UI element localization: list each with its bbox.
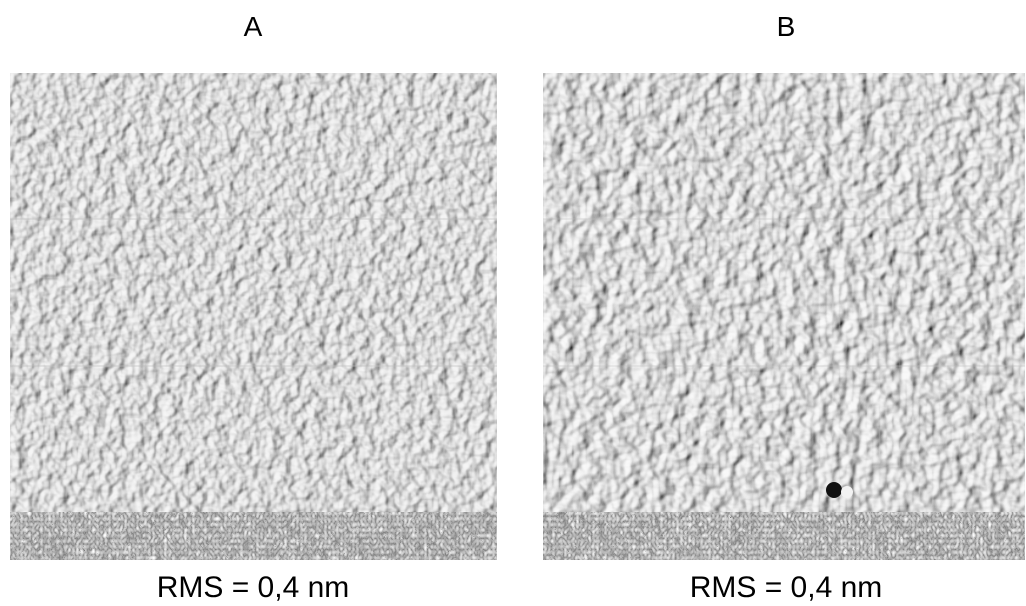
- surface-texture: [543, 73, 1025, 560]
- afm-image: [543, 73, 1025, 560]
- particle-highlight: [841, 486, 853, 498]
- panel-label: A: [244, 11, 263, 42]
- panel-label: B: [777, 11, 796, 42]
- scan-noise: [10, 512, 497, 560]
- panel-caption: RMS = 0,4 nm: [157, 571, 350, 604]
- panel-caption: RMS = 0,4 nm: [690, 571, 883, 604]
- scan-noise: [543, 512, 1025, 560]
- afm-image: [10, 73, 497, 560]
- surface-texture: [10, 73, 497, 560]
- particle-shadow: [826, 482, 842, 498]
